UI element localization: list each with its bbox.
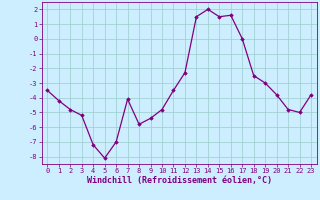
X-axis label: Windchill (Refroidissement éolien,°C): Windchill (Refroidissement éolien,°C) [87,176,272,185]
